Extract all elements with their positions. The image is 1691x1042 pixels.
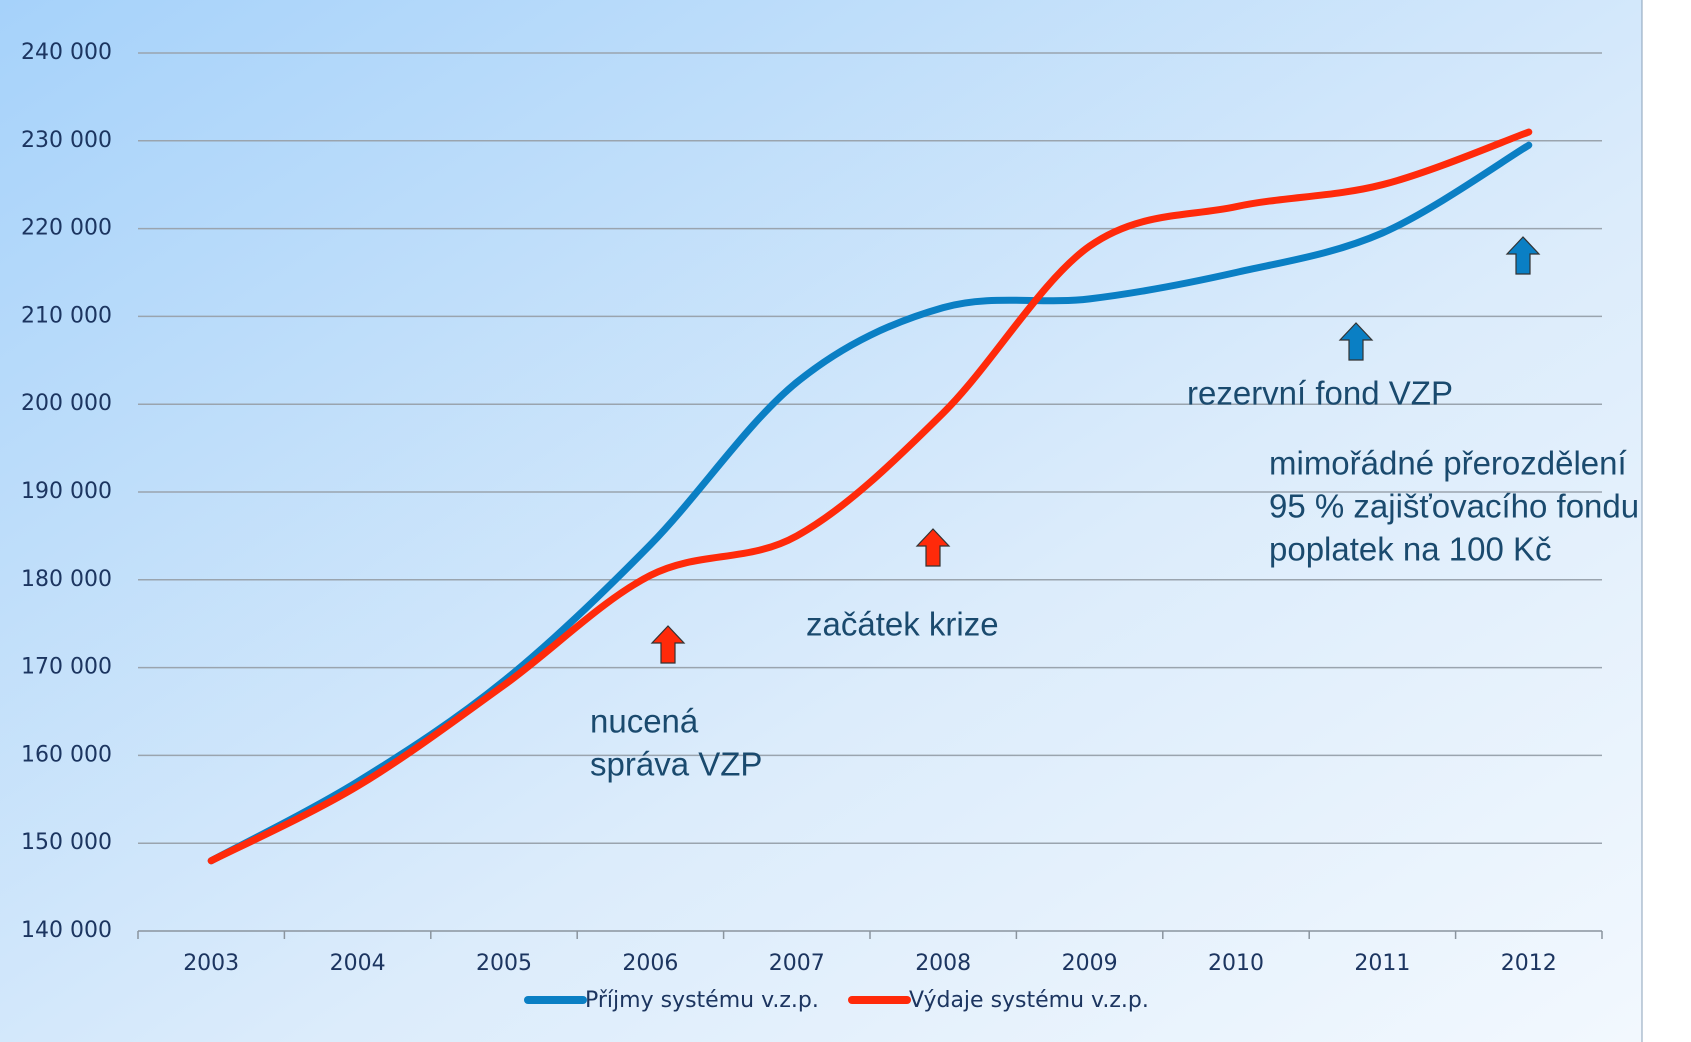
y-tick-label: 180 000 bbox=[21, 567, 112, 592]
y-tick-label: 230 000 bbox=[21, 128, 112, 153]
x-tick-label: 2006 bbox=[622, 951, 678, 976]
arrow bbox=[915, 528, 951, 567]
x-tick-label: 2009 bbox=[1062, 951, 1118, 976]
x-tick-label: 2010 bbox=[1208, 951, 1264, 976]
legend-label: Výdaje systému v.z.p. bbox=[909, 988, 1149, 1013]
x-tick-label: 2007 bbox=[769, 951, 825, 976]
y-tick-label: 200 000 bbox=[21, 391, 112, 416]
y-tick-label: 240 000 bbox=[21, 40, 112, 65]
annotation: správa VZP bbox=[590, 746, 762, 783]
annotation: nucená bbox=[590, 703, 699, 740]
arrow bbox=[650, 625, 686, 664]
y-tick-label: 210 000 bbox=[21, 303, 112, 328]
annotation: začátek krize bbox=[806, 606, 999, 643]
series-line bbox=[207, 128, 1533, 865]
y-tick-label: 160 000 bbox=[21, 742, 112, 767]
legend-label: Příjmy systému v.z.p. bbox=[585, 988, 819, 1013]
x-tick-label: 2004 bbox=[330, 951, 386, 976]
y-tick-label: 140 000 bbox=[21, 918, 112, 943]
annotation: 95 % zajišťovacího fondu bbox=[1269, 488, 1639, 525]
arrow bbox=[1338, 322, 1374, 361]
x-tick-label: 2012 bbox=[1501, 951, 1557, 976]
x-tick-label: 2003 bbox=[183, 951, 239, 976]
annotation: poplatek na 100 Kč bbox=[1269, 531, 1552, 568]
annotation: mimořádné přerozdělení bbox=[1269, 445, 1627, 482]
arrow bbox=[1505, 236, 1541, 275]
y-tick-label: 150 000 bbox=[21, 830, 112, 855]
y-tick-label: 190 000 bbox=[21, 479, 112, 504]
annotation: rezervní fond VZP bbox=[1187, 375, 1453, 412]
x-tick-label: 2005 bbox=[476, 951, 532, 976]
y-tick-label: 170 000 bbox=[21, 655, 112, 680]
y-tick-label: 220 000 bbox=[21, 216, 112, 241]
x-tick-label: 2011 bbox=[1354, 951, 1410, 976]
x-tick-label: 2008 bbox=[915, 951, 971, 976]
